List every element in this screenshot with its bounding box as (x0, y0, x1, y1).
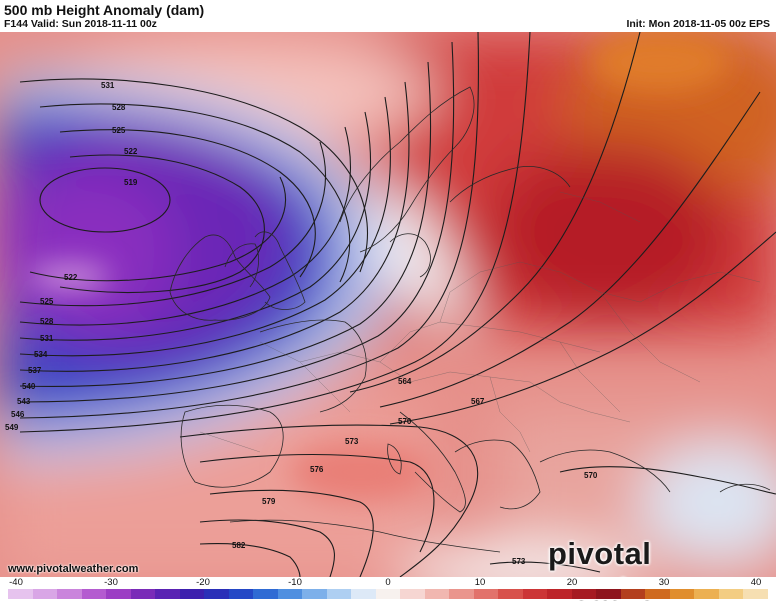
contour-label: 522 (64, 273, 78, 282)
map-svg: 531 528 525 522 519 522 525 528 531 534 … (0, 32, 776, 577)
colorbar-tick: -10 (288, 577, 302, 588)
contour-label: 570 (584, 471, 598, 480)
colorbar-swatch (277, 589, 303, 599)
colorbar-swatch (743, 589, 768, 599)
colorbar-swatch (81, 589, 107, 599)
contour-label: 540 (22, 382, 36, 391)
contour-label: 543 (17, 397, 31, 406)
colorbar-swatch (718, 589, 744, 599)
colorbar-swatch (498, 589, 523, 599)
contour-label: 567 (471, 397, 485, 406)
colorbar-swatch (424, 589, 450, 599)
contour-label: 534 (34, 350, 48, 359)
colorbar-swatch (400, 589, 425, 599)
colorbar-tick: 20 (566, 577, 578, 588)
colorbar-swatch (351, 589, 376, 599)
contour-label: 531 (40, 334, 54, 343)
colorbar: -40 -30 -20 -10 0 10 20 30 40 (0, 577, 776, 600)
colorbar-swatch (620, 589, 646, 599)
colorbar-tick: 30 (658, 577, 670, 588)
colorbar-tick: 10 (474, 577, 486, 588)
contour-label: 519 (124, 178, 138, 187)
colorbar-swatch (130, 589, 156, 599)
contour-label: 570 (398, 417, 412, 426)
contour-label: 525 (112, 126, 126, 135)
map-title: 500 mb Height Anomaly (dam) (4, 2, 205, 18)
colorbar-tick: -30 (104, 577, 118, 588)
colorbar-swatch (571, 589, 597, 599)
valid-time: F144 Valid: Sun 2018-11-11 00z (4, 18, 157, 30)
colorbar-swatch (32, 589, 58, 599)
height-contours (19, 32, 776, 577)
colorbar-swatch (106, 589, 131, 599)
colorbar-swatch (302, 589, 327, 599)
contour-label: 576 (310, 465, 324, 474)
contour-label: 564 (398, 377, 412, 386)
contour-label: 546 (11, 410, 25, 419)
init-time: Init: Mon 2018-11-05 00z EPS (626, 18, 770, 30)
colorbar-swatch (694, 589, 719, 599)
contour-label: 573 (512, 557, 526, 566)
header: 500 mb Height Anomaly (dam) F144 Valid: … (0, 0, 776, 32)
colorbar-tick: -20 (196, 577, 210, 588)
colorbar-swatch (155, 589, 180, 599)
contour-label: 573 (345, 437, 359, 446)
colorbar-swatch (179, 589, 205, 599)
colorbar-swatch (8, 589, 33, 599)
colorbar-swatch (473, 589, 499, 599)
contour-label: 579 (262, 497, 276, 506)
colorbar-swatch (375, 589, 401, 599)
colorbar-swatch (522, 589, 548, 599)
colorbar-tick: -40 (9, 577, 23, 588)
colorbar-tick: 40 (750, 577, 762, 588)
coastlines (169, 86, 771, 553)
colorbar-tick: 0 (385, 577, 391, 588)
borders (199, 191, 761, 453)
site-url: www.pivotalweather.com (8, 563, 139, 575)
colorbar-swatch (596, 589, 621, 599)
colorbar-swatch (669, 589, 695, 599)
contour-label: 549 (5, 423, 19, 432)
colorbar-swatch (204, 589, 229, 599)
colorbar-swatch (326, 589, 352, 599)
contour-label: 525 (40, 297, 54, 306)
colorbar-swatch (228, 589, 254, 599)
contour-label: 531 (101, 81, 115, 90)
anomaly-detail (30, 32, 730, 502)
contour-label: 528 (112, 103, 126, 112)
contour-label: 528 (40, 317, 54, 326)
colorbar-swatch (57, 589, 82, 599)
colorbar-strip (8, 589, 768, 599)
colorbar-swatch (449, 589, 474, 599)
contour-label: 522 (124, 147, 138, 156)
anomaly-map: 531 528 525 522 519 522 525 528 531 534 … (0, 32, 776, 577)
contour-labels: 531 528 525 522 519 522 525 528 531 534 … (5, 81, 598, 566)
colorbar-swatch (645, 589, 670, 599)
contour-label: 582 (232, 541, 246, 550)
colorbar-swatch (547, 589, 572, 599)
colorbar-swatch (253, 589, 278, 599)
contour-label: 537 (28, 366, 42, 375)
